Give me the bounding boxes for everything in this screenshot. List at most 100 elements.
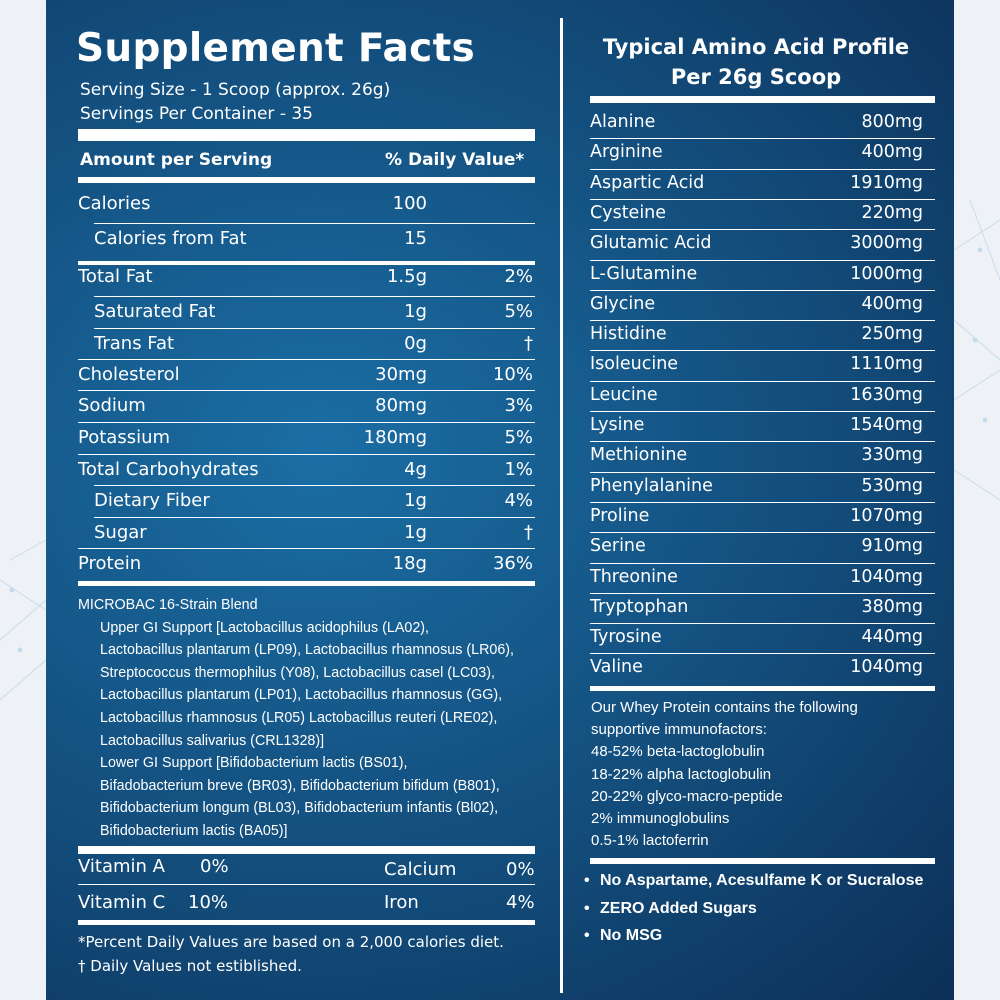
amino-name: Leucine [590, 385, 658, 405]
amino-thick-rule-bottom [590, 686, 935, 691]
thick-rule-after-protein [78, 581, 535, 586]
amino-row: Arginine 400mg [590, 138, 935, 168]
amino-name: Alanine [590, 112, 656, 132]
bullet-icon: • [584, 899, 590, 917]
footnote-not-established: † Daily Values not estiblished. [78, 957, 302, 975]
amino-value: 530mg [861, 476, 923, 496]
nutrient-daily-value: † [524, 522, 533, 543]
nutrition-row: Total Fat 1.5g 2% [78, 262, 535, 292]
nutrient-label: Saturated Fat [94, 301, 216, 322]
amino-row-divider [590, 381, 935, 382]
immunofactor-line: supportive immunofactors: [591, 721, 767, 739]
bullet-icon: • [584, 872, 590, 889]
immunofactor-line: Our Whey Protein contains the following [591, 699, 858, 716]
iron-value: 4% [506, 892, 535, 913]
amino-profile-title: Typical Amino Acid Profile Per 26g Scoop [580, 32, 932, 92]
nutrient-daily-value: 4% [504, 490, 533, 511]
amino-row-divider [590, 290, 935, 291]
nutrient-label: Calories [78, 193, 151, 214]
amino-row: Tryptophan 380mg [590, 593, 935, 623]
nutrition-row: Sugar 1g † [78, 518, 535, 548]
header-amount-per-serving: Amount per Serving [80, 150, 273, 170]
amino-row: Valine 1040mg [590, 653, 935, 683]
immunofactors-list: Our Whey Protein contains the following s… [591, 697, 931, 852]
amino-name: Threonine [590, 567, 678, 587]
amino-value: 1040mg [850, 567, 923, 587]
bullet-icon: • [584, 927, 590, 944]
nutrient-label: Total Carbohydrates [78, 459, 259, 480]
nutrient-label: Potassium [78, 427, 171, 448]
amino-value: 800mg [861, 112, 923, 132]
amino-row-divider [590, 199, 935, 200]
amino-value: 1540mg [850, 415, 923, 435]
nutrient-daily-value: 1% [504, 459, 533, 480]
blend-line: Lower GI Support [Bifidobacterium lactis… [100, 755, 408, 772]
blend-line: Streptococcus thermophilus (Y08), Lactob… [100, 664, 495, 681]
amino-row: Alanine 800mg [590, 108, 935, 138]
amino-row-divider [590, 623, 935, 624]
amino-name: Aspartic Acid [590, 173, 705, 193]
claim-text: ZERO Added Sugars [600, 899, 757, 917]
amino-row: Phenylalanine 530mg [590, 472, 935, 502]
blend-line: Bifidobacterium lactis (BA05)] [100, 822, 288, 839]
nutrient-amount: 18g [392, 553, 427, 574]
nutrient-amount: 1.5g [386, 266, 427, 287]
nutrient-daily-value: 5% [504, 427, 533, 448]
amino-name: Glutamic Acid [590, 233, 712, 253]
amino-value: 400mg [861, 142, 923, 162]
nutrient-daily-value: 2% [504, 266, 533, 287]
header-daily-value: % Daily Value* [385, 150, 525, 170]
amino-row-divider [590, 472, 935, 473]
servings-per-container: Servings Per Container - 35 [80, 104, 313, 124]
amino-value: 440mg [861, 627, 923, 647]
amino-name: Lysine [590, 415, 645, 435]
nutrition-row: Saturated Fat 1g 5% [78, 297, 535, 327]
nutrient-amount: 30mg [375, 364, 427, 385]
amino-name: Valine [590, 657, 643, 677]
thick-rule-vitamins [78, 846, 535, 854]
nutrient-amount: 80mg [375, 395, 427, 416]
nutrition-row: Potassium 180mg 5% [78, 423, 535, 453]
claim-item: • No Aspartame, Acesulfame K or Sucralose [584, 872, 923, 900]
amino-row-divider [590, 169, 935, 170]
nutrient-amount: 15 [404, 228, 427, 249]
nutrition-row-divider [78, 454, 535, 455]
amino-row: Methionine 330mg [590, 441, 935, 471]
amino-row: Glutamic Acid 3000mg [590, 229, 935, 259]
amino-thick-rule-top [590, 96, 935, 103]
claims-rule [590, 858, 935, 864]
amino-row: Isoleucine 1110mg [590, 350, 935, 380]
supplement-facts-title: Supplement Facts [76, 26, 476, 71]
nutrition-row-divider [94, 485, 535, 486]
amino-name: Tyrosine [590, 627, 662, 647]
blend-list: Upper GI Support [Lactobacillus acidophi… [78, 617, 548, 843]
amino-name: Serine [590, 536, 646, 556]
nutrition-row: Sodium 80mg 3% [78, 391, 535, 421]
claim-item: • No MSG [584, 927, 923, 955]
amino-row-divider [590, 229, 935, 230]
amino-value: 3000mg [850, 233, 923, 253]
calcium-value: 0% [506, 859, 535, 880]
nutrition-row: Calories from Fat 15 [78, 224, 535, 254]
amino-row: Proline 1070mg [590, 502, 935, 532]
amino-name: Isoleucine [590, 354, 679, 374]
vitamin-a-value: 0% [200, 856, 229, 877]
blend-line: Lactobacillus plantarum (LP09), Lactobac… [100, 642, 515, 659]
nutrition-row-divider [78, 261, 535, 265]
nutrition-row: Cholesterol 30mg 10% [78, 360, 535, 390]
amino-name: L-Glutamine [590, 264, 698, 284]
nutrient-daily-value: 36% [492, 553, 533, 574]
nutrient-daily-value: 10% [492, 364, 533, 385]
amino-name: Tryptophan [590, 597, 689, 617]
blend-line: Upper GI Support [Lactobacillus acidophi… [100, 619, 430, 636]
nutrient-daily-value: † [524, 333, 533, 354]
nutrient-label: Cholesterol [78, 364, 180, 385]
nutrition-row-divider [78, 422, 535, 423]
amino-row-divider [590, 260, 935, 261]
amino-value: 330mg [861, 445, 923, 465]
blend-line: Lactobacillus plantarum (LP01), Lactobac… [100, 687, 503, 704]
amino-row: Threonine 1040mg [590, 563, 935, 593]
thick-rule-header [78, 177, 535, 183]
amino-row: Cysteine 220mg [590, 199, 935, 229]
